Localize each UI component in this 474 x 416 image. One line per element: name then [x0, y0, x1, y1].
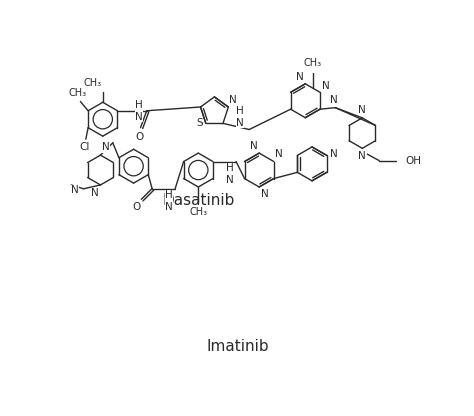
Text: N: N	[330, 149, 337, 159]
Text: N: N	[71, 186, 79, 196]
Text: Cl: Cl	[79, 141, 90, 151]
Text: H
N: H N	[165, 190, 173, 212]
Text: N: N	[229, 95, 237, 105]
Text: N: N	[91, 188, 99, 198]
Text: N: N	[358, 105, 366, 115]
Text: Imatinib: Imatinib	[206, 339, 269, 354]
Text: CH₃: CH₃	[303, 58, 322, 68]
Text: OH: OH	[405, 156, 421, 166]
Text: N: N	[262, 189, 269, 199]
Text: CH₃: CH₃	[189, 207, 207, 217]
Text: O: O	[135, 132, 143, 142]
Text: N: N	[102, 142, 110, 152]
Text: H
N: H N	[226, 163, 234, 185]
Text: O: O	[133, 202, 141, 213]
Text: CH₃: CH₃	[68, 88, 86, 98]
Text: S: S	[196, 119, 203, 129]
Text: Dasatinib: Dasatinib	[163, 193, 235, 208]
Text: H
N: H N	[135, 100, 143, 121]
Text: N: N	[358, 151, 366, 161]
Text: N: N	[296, 72, 304, 82]
Text: H
N: H N	[236, 106, 244, 128]
Text: N: N	[275, 149, 283, 159]
Text: CH₃: CH₃	[84, 79, 102, 89]
Text: N: N	[250, 141, 258, 151]
Text: N: N	[330, 95, 337, 105]
Text: N: N	[321, 81, 329, 91]
